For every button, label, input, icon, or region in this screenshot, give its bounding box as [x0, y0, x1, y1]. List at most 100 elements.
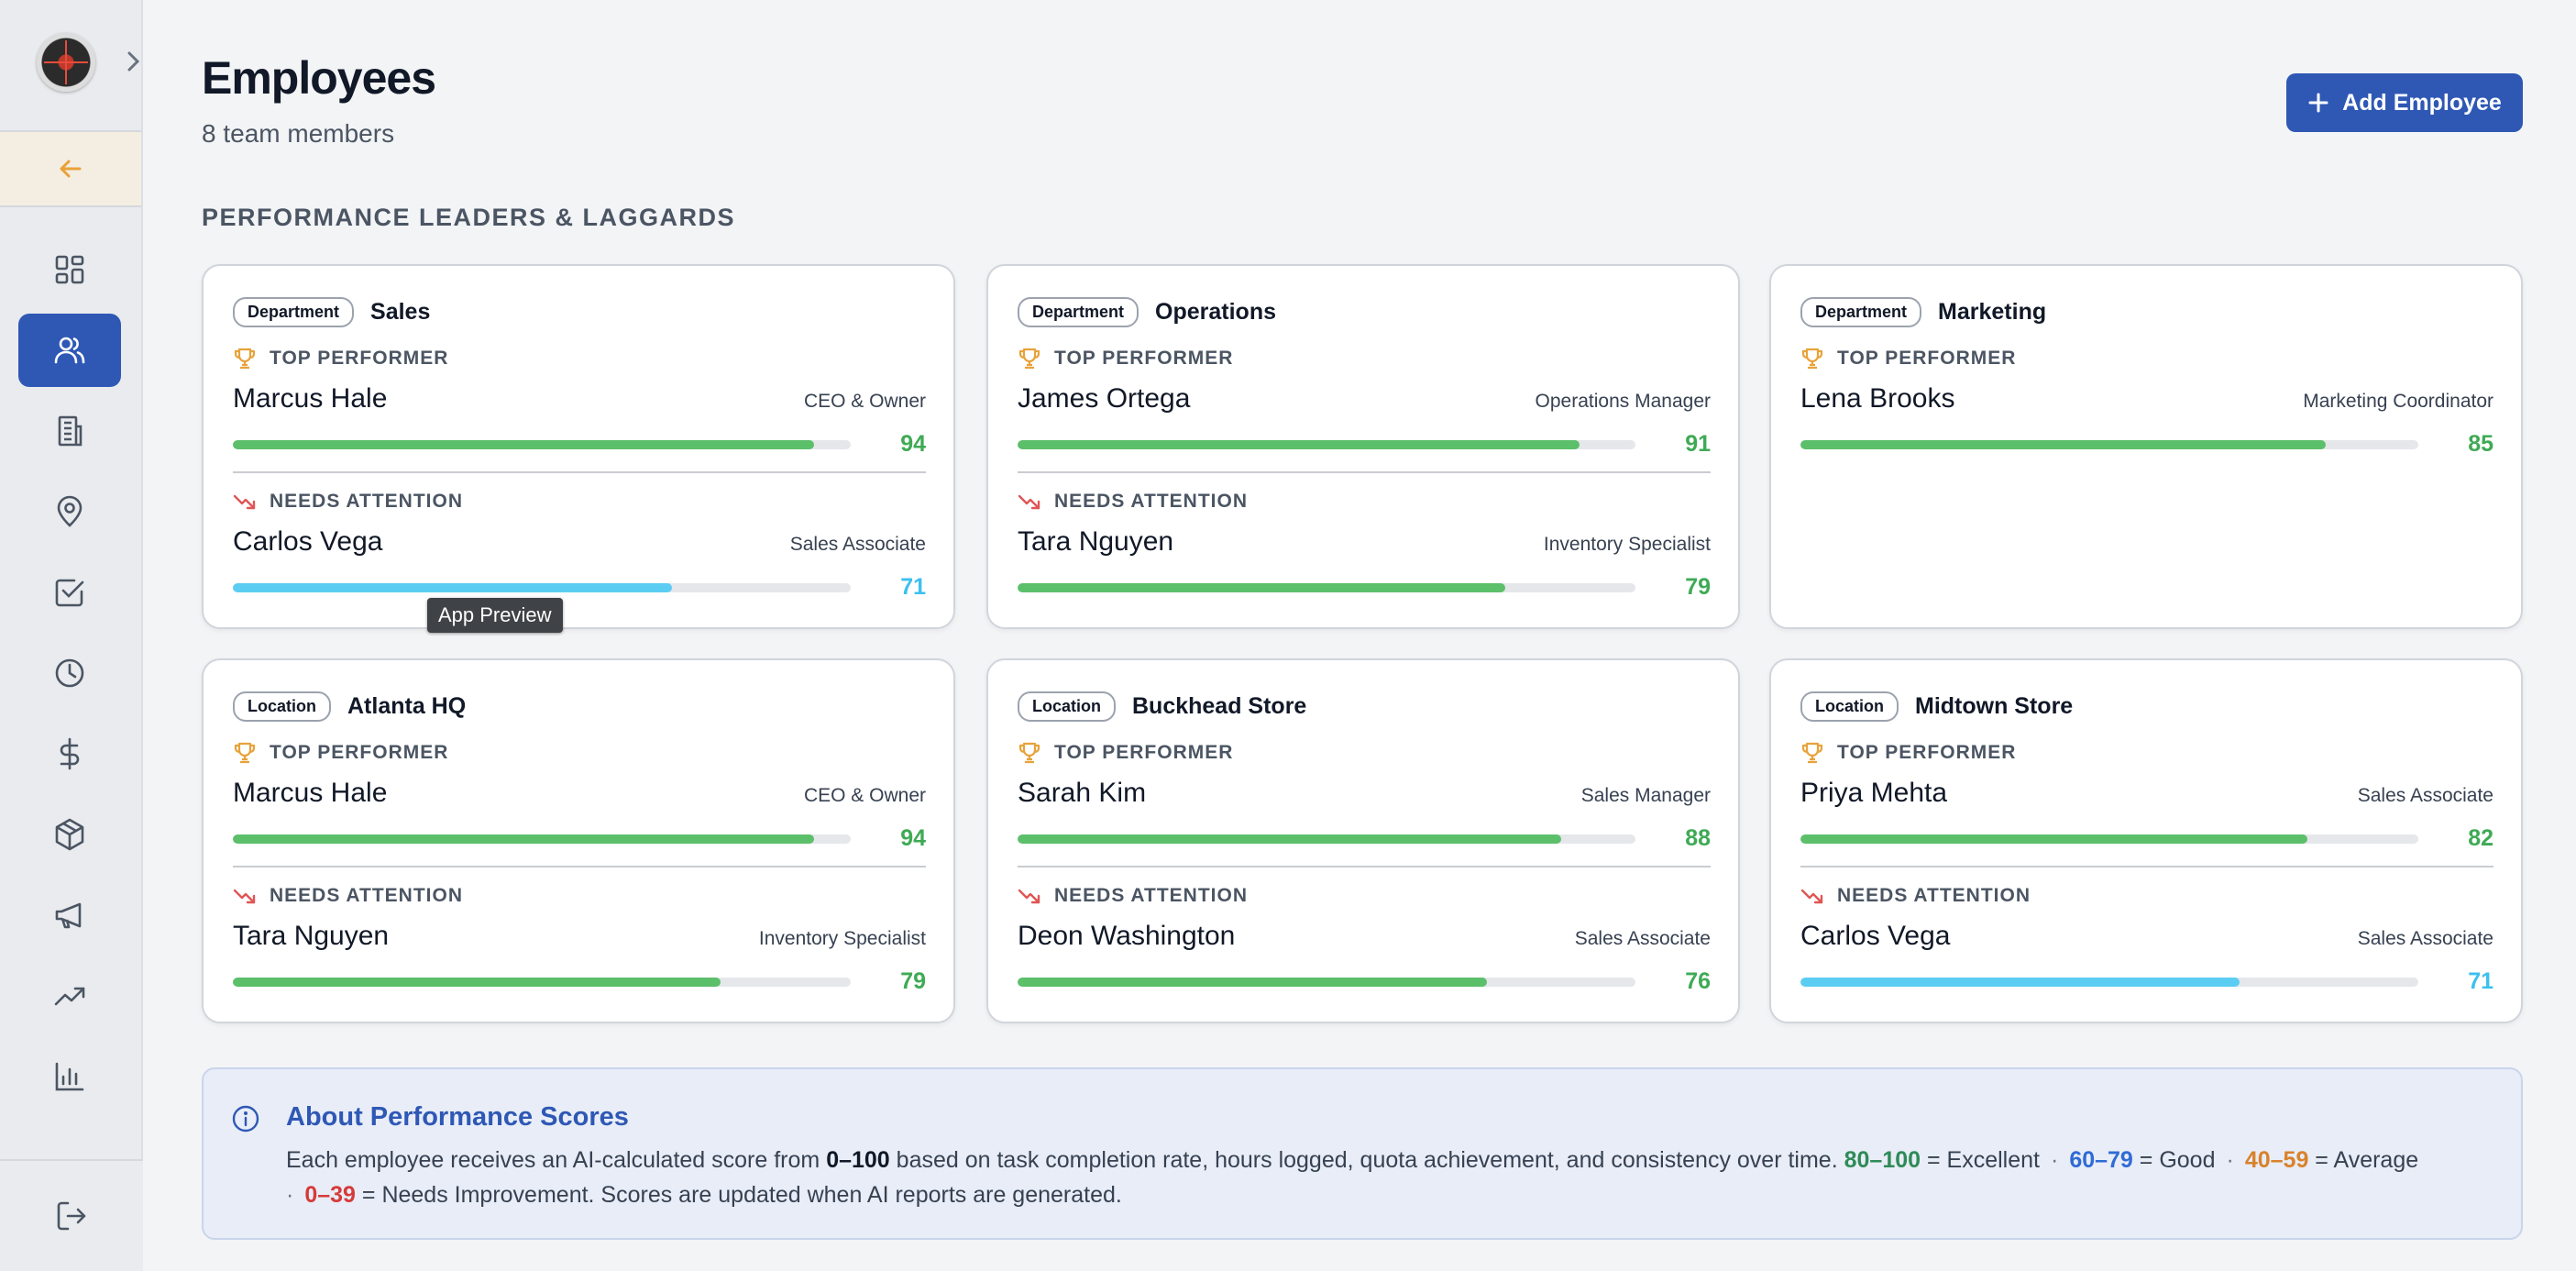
needs-attention[interactable]: NEEDS ATTENTION Tara Nguyen Inventory Sp… — [233, 882, 926, 995]
score-value: 79 — [900, 968, 926, 994]
trending-down-icon — [1018, 494, 1040, 510]
dollar-icon — [60, 737, 80, 770]
employee-role: Inventory Specialist — [758, 928, 926, 949]
group-name: Midtown Store — [1915, 693, 2074, 719]
performance-card: Department Sales TOP PERFORMER Marcus Ha… — [202, 264, 955, 629]
employee-name: Sarah Kim — [1018, 778, 1147, 808]
trending-up-icon — [54, 987, 85, 1006]
kind-text: NEEDS ATTENTION — [1837, 885, 2031, 906]
employee-role: Inventory Specialist — [1543, 534, 1711, 555]
good-range: 60–79 — [2069, 1147, 2133, 1173]
top-performer-label: TOP PERFORMER — [233, 739, 926, 767]
employee-name: Tara Nguyen — [233, 921, 390, 951]
employee-name: Carlos Vega — [233, 526, 383, 557]
sidebar-item-dashboard[interactable] — [18, 233, 121, 306]
info-range: 0–100 — [826, 1147, 890, 1173]
score-bar-fill — [1800, 439, 2326, 449]
group-type-tag: Department — [1800, 297, 1922, 327]
score-bar — [1018, 834, 1635, 844]
kind-text: TOP PERFORMER — [1054, 742, 1234, 763]
needs-attention[interactable]: NEEDS ATTENTION Carlos Vega Sales Associ… — [233, 488, 926, 601]
kind-text: NEEDS ATTENTION — [1054, 491, 1249, 512]
separator: · — [2226, 1147, 2234, 1173]
kind-text: NEEDS ATTENTION — [270, 491, 464, 512]
group-type-tag: Location — [233, 691, 331, 722]
sidebar-item-tasks[interactable] — [18, 556, 121, 629]
performance-card: Location Atlanta HQ TOP PERFORMER Marcus… — [202, 658, 955, 1023]
score-bar-fill — [1018, 834, 1562, 844]
score-bar — [1018, 977, 1635, 987]
sidebar-item-employees[interactable] — [18, 314, 121, 387]
employee-name: Deon Washington — [1018, 921, 1236, 951]
score-bar-fill — [1800, 977, 2240, 987]
logout-button[interactable] — [0, 1159, 143, 1271]
top-performer[interactable]: TOP PERFORMER Sarah Kim Sales Manager 88 — [1018, 739, 1711, 852]
group-name: Marketing — [1938, 299, 2047, 325]
top-performer[interactable]: TOP PERFORMER Marcus Hale CEO & Owner 94 — [233, 739, 926, 852]
score-bar — [1800, 439, 2418, 449]
trophy-icon — [234, 348, 256, 370]
sidebar-item-marketing[interactable] — [18, 879, 121, 952]
divider — [1018, 471, 1711, 473]
info-text: Each employee receives an AI-calculated … — [286, 1143, 2504, 1212]
sidebar-item-time[interactable] — [18, 636, 121, 710]
performance-card: Department Marketing TOP PERFORMER Lena … — [1769, 264, 2523, 629]
kind-text: NEEDS ATTENTION — [270, 885, 464, 906]
sidebar-header — [0, 0, 141, 132]
box-icon — [55, 818, 84, 851]
card-header: Location Midtown Store — [1800, 691, 2073, 722]
employee-role: Marketing Coordinator — [2303, 391, 2493, 412]
sidebar-item-buildings[interactable] — [18, 394, 121, 468]
employee-name: Carlos Vega — [1800, 921, 1951, 951]
score-bar-fill — [1018, 582, 1506, 592]
score-bar — [1800, 834, 2418, 844]
group-type-tag: Location — [1018, 691, 1116, 722]
users-icon — [54, 337, 85, 364]
add-employee-button[interactable]: Add Employee — [2286, 73, 2523, 132]
top-performer-label: TOP PERFORMER — [1018, 739, 1711, 767]
needs-attention[interactable]: NEEDS ATTENTION Tara Nguyen Inventory Sp… — [1018, 488, 1711, 601]
top-performer-label: TOP PERFORMER — [1800, 739, 2493, 767]
employee-name: James Ortega — [1018, 383, 1191, 414]
group-type-tag: Department — [233, 297, 355, 327]
sidebar-item-payroll[interactable] — [18, 717, 121, 790]
score-bar-fill — [233, 834, 814, 844]
avatar[interactable] — [37, 33, 95, 92]
back-button[interactable] — [0, 132, 141, 207]
top-performer[interactable]: TOP PERFORMER Lena Brooks Marketing Coor… — [1800, 345, 2493, 458]
score-bar — [233, 439, 851, 449]
needs-range: 0–39 — [304, 1182, 356, 1208]
average-label: = Average — [2308, 1147, 2419, 1173]
needs-attention-label: NEEDS ATTENTION — [1800, 882, 2493, 910]
trending-down-icon — [233, 889, 256, 904]
average-range: 40–59 — [2244, 1147, 2309, 1173]
info-text-part: Each employee receives an AI-calculated … — [286, 1147, 827, 1173]
chevron-right-icon[interactable] — [125, 48, 143, 75]
top-performer[interactable]: TOP PERFORMER Priya Mehta Sales Associat… — [1800, 739, 2493, 852]
score-bar — [233, 977, 851, 987]
employee-role: Sales Associate — [2357, 928, 2493, 949]
plus-icon — [2308, 93, 2328, 113]
trophy-icon — [234, 742, 256, 764]
clock-icon — [55, 658, 84, 688]
score-bar-fill — [233, 439, 814, 449]
needs-attention[interactable]: NEEDS ATTENTION Deon Washington Sales As… — [1018, 882, 1711, 995]
score-bar-fill — [233, 977, 721, 987]
score-bar — [1018, 439, 1635, 449]
sidebar-item-locations[interactable] — [18, 475, 121, 548]
needs-attention[interactable]: NEEDS ATTENTION Carlos Vega Sales Associ… — [1800, 882, 2493, 995]
building-icon — [58, 415, 83, 447]
sidebar-item-performance[interactable] — [18, 959, 121, 1033]
sidebar-item-reports[interactable] — [18, 1040, 121, 1113]
sidebar — [0, 0, 143, 1271]
sidebar-item-inventory[interactable] — [18, 798, 121, 871]
kind-text: TOP PERFORMER — [1837, 348, 2017, 369]
top-performer[interactable]: TOP PERFORMER Marcus Hale CEO & Owner 94 — [233, 345, 926, 458]
needs-attention-label: NEEDS ATTENTION — [1018, 882, 1711, 910]
card-header: Department Operations — [1018, 297, 1276, 327]
excellent-range: 80–100 — [1844, 1147, 1921, 1173]
info-icon — [232, 1105, 259, 1133]
group-name: Atlanta HQ — [347, 693, 467, 719]
trophy-icon — [1018, 742, 1040, 764]
top-performer[interactable]: TOP PERFORMER James Ortega Operations Ma… — [1018, 345, 1711, 458]
